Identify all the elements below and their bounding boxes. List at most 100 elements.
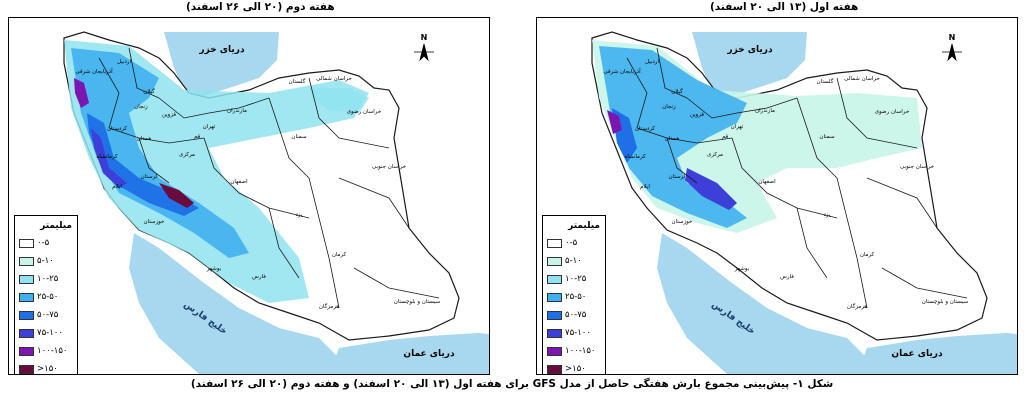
legend-row: ۱۰۰-۱۵۰: [19, 345, 67, 357]
legend-week2: میلیمتر ۰-۵ ۵-۱۰ ۱۰-۲۵ ۲۵-۵۰ ۵۰-۷۵ ۷۵-۱۰…: [14, 215, 78, 374]
svg-text:خراسان رضوی: خراسان رضوی: [347, 109, 382, 115]
precip-east-patch: [309, 88, 369, 113]
precip-very-heavy: [91, 128, 127, 188]
legend-week1: میلیمتر ۰-۵ ۵-۱۰ ۱۰-۲۵ ۲۵-۵۰ ۵۰-۷۵ ۷۵-۱۰…: [542, 215, 606, 374]
svg-text:گیلان: گیلان: [671, 88, 683, 95]
caspian-sea: [164, 32, 279, 96]
legend-row: ۵-۱۰: [19, 255, 54, 267]
north-label: N: [949, 33, 956, 42]
legend-row: ۱۰۰-۱۵۰: [547, 345, 595, 357]
gulf-of-oman: [857, 333, 1017, 374]
map-week1: دریای خزر خلیج فارس دریای عمان N آذربایج…: [591, 31, 1017, 374]
svg-text:اصفهان: اصفهان: [758, 179, 776, 185]
svg-text:تهران: تهران: [203, 124, 216, 130]
legend-row: ۲۵-۵۰: [19, 291, 58, 303]
precip-moderate: [599, 46, 747, 228]
svg-text:لرستان: لرستان: [141, 174, 158, 180]
svg-text:خراسان رضوی: خراسان رضوی: [875, 109, 910, 115]
precip-extreme: [74, 78, 89, 108]
precip-max: [159, 183, 194, 208]
precip-extreme: [607, 110, 622, 134]
panel-title-week2: هفته دوم (۲۰ الی ۲۶ اسفند): [186, 1, 335, 13]
figure-caption: شکل ۱- پیش‌بینی مجموع بارش هفتگی حاصل از…: [190, 378, 834, 390]
svg-text:لرستان: لرستان: [669, 174, 686, 180]
svg-text:کرمان: کرمان: [332, 251, 347, 258]
precip-very-heavy: [685, 168, 737, 210]
svg-text:اصفهان: اصفهان: [230, 179, 248, 185]
map-week2: دریای خزر خلیج فارس دریای عمان N آذربایج…: [63, 31, 489, 374]
legend-row: ۱۰-۲۵: [19, 273, 58, 285]
svg-text:آذربایجان شرقی: آذربایجان شرقی: [75, 68, 113, 75]
svg-text:خراسان شمالی: خراسان شمالی: [844, 76, 880, 82]
persian-gulf: [129, 233, 339, 374]
svg-text:هرمزگان: هرمزگان: [847, 303, 867, 310]
province-labels: آذربایجان شرقی اردبیل گیلان مازندران گلس…: [603, 59, 968, 310]
svg-text:اردبیل: اردبیل: [117, 59, 131, 65]
legend-row: >۱۵۰: [19, 363, 58, 374]
oman-label: دریای عمان: [403, 349, 455, 359]
map-panel-week2: دریای خزر خلیج فارس دریای عمان N آذربایج…: [8, 17, 490, 375]
svg-text:خراسان جنوبی: خراسان جنوبی: [900, 164, 934, 170]
svg-text:کردستان: کردستان: [635, 125, 655, 132]
svg-text:همدان: همدان: [665, 136, 680, 142]
province-labels: آذربایجان شرقی اردبیل گیلان مازندران گلس…: [75, 59, 440, 310]
svg-text:خراسان جنوبی: خراسان جنوبی: [372, 164, 406, 170]
svg-text:یزد: یزد: [823, 212, 830, 218]
north-arrow-icon: [942, 43, 962, 62]
svg-text:قم: قم: [194, 134, 201, 140]
svg-text:کرمان: کرمان: [860, 251, 875, 258]
svg-text:مرکزی: مرکزی: [707, 151, 723, 158]
north-arrow-icon: [414, 43, 434, 62]
svg-text:تهران: تهران: [731, 124, 744, 130]
svg-text:یزد: یزد: [295, 212, 302, 218]
svg-text:مازندران: مازندران: [227, 108, 247, 114]
svg-text:گلستان: گلستان: [817, 78, 834, 85]
caspian-label: دریای خزر: [198, 45, 245, 55]
svg-text:سمنان: سمنان: [291, 134, 307, 140]
svg-text:کردستان: کردستان: [107, 125, 127, 132]
legend-row: >۱۵۰: [547, 363, 586, 374]
legend-row: ۰-۵: [547, 237, 577, 249]
legend-row: ۰-۵: [19, 237, 49, 249]
svg-text:گلستان: گلستان: [289, 78, 306, 85]
svg-text:بوشهر: بوشهر: [206, 266, 222, 272]
svg-text:سیستان و بلوچستان: سیستان و بلوچستان: [394, 299, 441, 305]
oman-label: دریای عمان: [891, 349, 943, 359]
svg-text:همدان: همدان: [137, 136, 152, 142]
legend-row: ۱۰-۲۵: [547, 273, 586, 285]
svg-text:قزوین: قزوین: [162, 112, 176, 118]
precip-light: [64, 40, 369, 303]
legend-title: میلیمتر: [568, 221, 600, 231]
legend-row: ۵۰-۷۵: [547, 309, 586, 321]
svg-text:گیلان: گیلان: [143, 88, 155, 95]
caspian-sea: [692, 32, 807, 96]
caspian-label: دریای خزر: [726, 45, 773, 55]
svg-text:زنجان: زنجان: [662, 104, 676, 110]
svg-text:سیستان و بلوچستان: سیستان و بلوچستان: [922, 299, 969, 305]
legend-row: ۷۵-۱۰۰: [547, 327, 591, 339]
svg-text:قزوین: قزوین: [690, 112, 704, 118]
legend-row: ۲۵-۵۰: [547, 291, 586, 303]
svg-text:کرمانشاه: کرمانشاه: [624, 153, 646, 160]
svg-text:مازندران: مازندران: [755, 108, 775, 114]
svg-text:سمنان: سمنان: [819, 134, 835, 140]
svg-text:کرمانشاه: کرمانشاه: [96, 153, 118, 160]
province-borders: [98, 47, 440, 309]
legend-row: ۵-۱۰: [547, 255, 582, 267]
svg-text:فارس: فارس: [780, 274, 794, 280]
map-panel-week1: دریای خزر خلیج فارس دریای عمان N آذربایج…: [536, 17, 1018, 375]
svg-text:قم: قم: [722, 134, 729, 140]
gulf-of-oman: [329, 333, 489, 374]
svg-text:اردبیل: اردبیل: [645, 59, 659, 65]
legend-title: میلیمتر: [40, 221, 72, 231]
svg-text:زنجان: زنجان: [134, 104, 148, 110]
legend-row: ۷۵-۱۰۰: [19, 327, 63, 339]
svg-text:بوشهر: بوشهر: [734, 266, 750, 272]
svg-text:خوزستان: خوزستان: [672, 219, 693, 225]
persian-gulf: [657, 233, 867, 374]
svg-text:ایلام: ایلام: [112, 184, 122, 190]
svg-text:آذربایجان شرقی: آذربایجان شرقی: [603, 68, 641, 75]
svg-text:خراسان شمالی: خراسان شمالی: [316, 76, 352, 82]
svg-text:ایلام: ایلام: [640, 184, 650, 190]
legend-row: ۵۰-۷۵: [19, 309, 58, 321]
